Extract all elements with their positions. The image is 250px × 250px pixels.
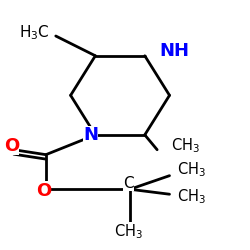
Text: H$_3$C: H$_3$C (19, 23, 50, 42)
Text: CH$_3$: CH$_3$ (177, 160, 206, 179)
Text: CH$_3$: CH$_3$ (114, 222, 143, 241)
Text: O: O (36, 182, 51, 200)
Text: NH: NH (160, 42, 190, 60)
Text: CH$_3$: CH$_3$ (177, 187, 206, 206)
Text: C: C (124, 176, 134, 190)
Text: O: O (4, 137, 19, 155)
Text: N: N (83, 126, 98, 144)
Text: CH$_3$: CH$_3$ (171, 137, 200, 155)
